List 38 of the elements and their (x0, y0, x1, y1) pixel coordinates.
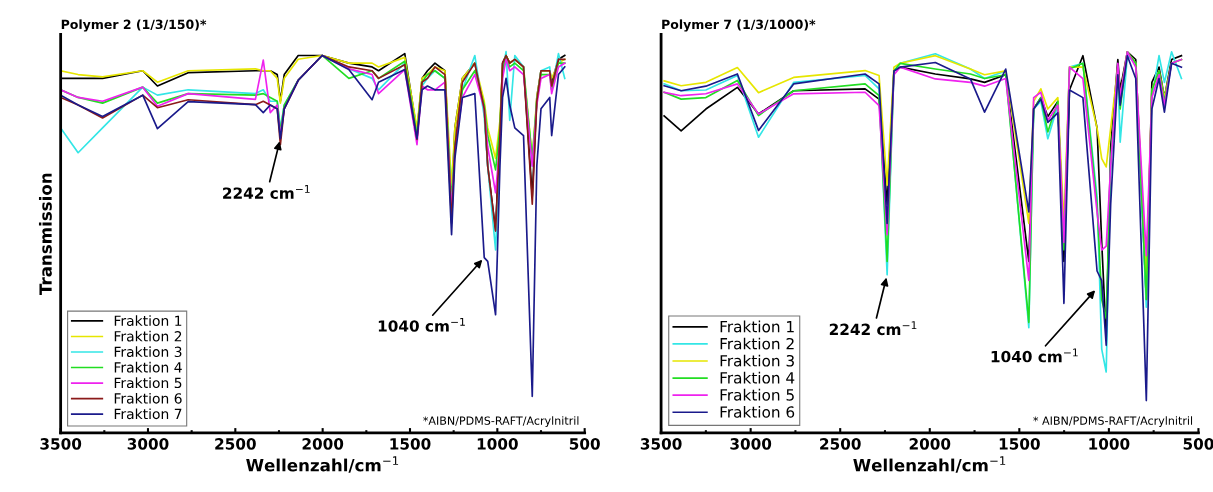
x-tick-label: 1500 (999, 438, 1040, 450)
x-tick-label: 2000 (909, 438, 951, 450)
x-tick-label: 3000 (730, 438, 772, 450)
y-axis-title: Transmission (38, 173, 52, 295)
x-tick-label: 500 (1183, 438, 1213, 450)
x-axis-title: Wellenzahl/cm$^{−1}$ (853, 456, 1006, 473)
x-tick-label: 2500 (820, 438, 861, 450)
x-tick-label: 500 (569, 438, 600, 450)
annotation: 1040 cm$^{−1}$ (378, 317, 465, 332)
x-tick-label: 2500 (215, 438, 256, 450)
chart-title: Polymer 2 (1/3/150)* (61, 19, 207, 32)
annotation: *AIBN/PDMS-RAFT/Acrylnitril (423, 416, 579, 427)
legend-label: Fraktion 4 (720, 371, 795, 384)
legend-label: Fraktion 7 (114, 408, 182, 420)
annotation: 2242 cm$^{−1}$ (223, 185, 310, 199)
legend-label: Fraktion 2 (720, 337, 794, 350)
legend-label: Fraktion 4 (114, 361, 182, 373)
x-tick-label: 3500 (40, 438, 82, 450)
x-tick-label: 3000 (127, 438, 169, 450)
legend-label: Fraktion 6 (720, 405, 795, 418)
legend-label: Fraktion 3 (114, 346, 182, 358)
x-tick-label: 1000 (1089, 438, 1130, 450)
annotation: * AIBN/PDMS-RAFT/Acrylnitril (1033, 416, 1193, 427)
annotation: 2242 cm$^{−1}$ (829, 321, 917, 336)
legend-label: Fraktion 5 (114, 377, 182, 389)
x-tick-label: 1000 (477, 438, 518, 450)
x-tick-label: 2000 (302, 438, 344, 450)
annotation: 1040 cm$^{−1}$ (991, 348, 1078, 363)
x-tick-label: 1500 (390, 438, 431, 450)
legend-label: Fraktion 1 (720, 320, 794, 333)
x-axis-title: Wellenzahl/cm$^{−1}$ (246, 456, 399, 473)
legend-label: Fraktion 5 (720, 388, 794, 401)
legend-label: Fraktion 6 (114, 392, 182, 404)
legend-label: Fraktion 2 (114, 330, 182, 342)
legend-label: Fraktion 3 (720, 354, 794, 367)
legend-label: Fraktion 1 (114, 315, 182, 327)
chart-title: Polymer 7 (1/3/1000)* (662, 19, 816, 32)
x-tick-label: 3500 (640, 438, 682, 450)
